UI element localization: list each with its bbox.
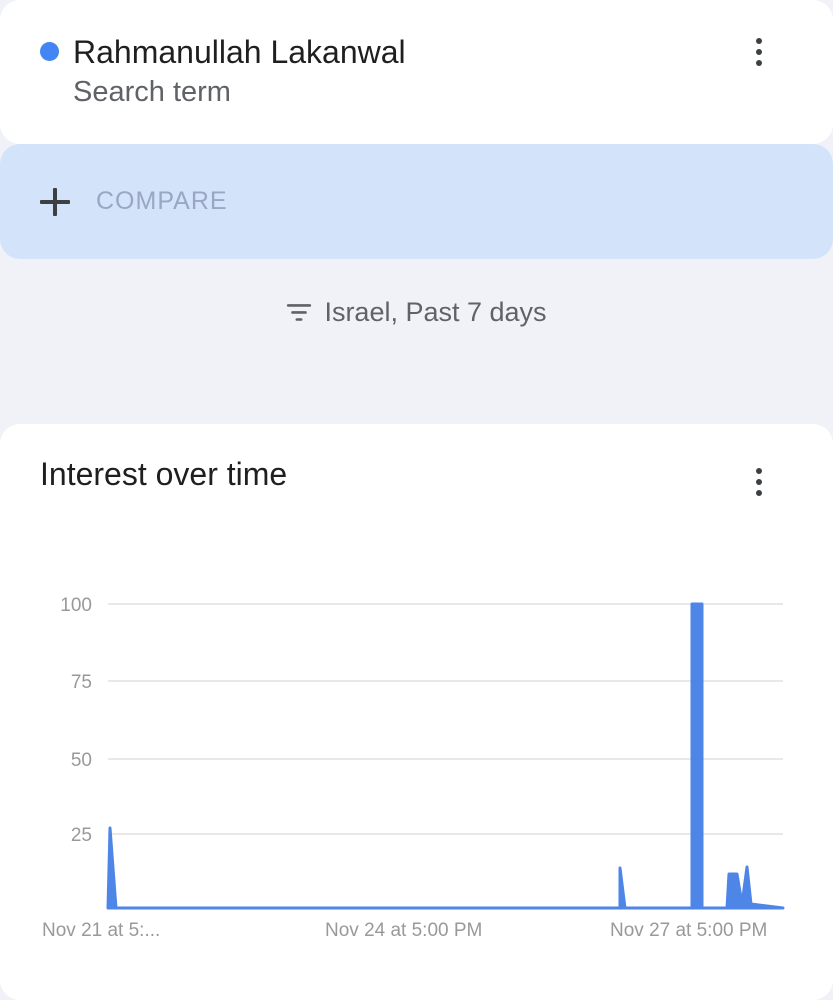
svg-text:Nov 21 at 5:...: Nov 21 at 5:...	[42, 920, 160, 941]
svg-text:100: 100	[60, 595, 92, 616]
svg-text:50: 50	[71, 750, 92, 771]
svg-text:75: 75	[71, 672, 92, 693]
svg-text:25: 25	[71, 825, 92, 846]
svg-text:Nov 24 at 5:00 PM: Nov 24 at 5:00 PM	[325, 920, 482, 941]
svg-text:Nov 27 at 5:00 PM: Nov 27 at 5:00 PM	[610, 920, 767, 941]
